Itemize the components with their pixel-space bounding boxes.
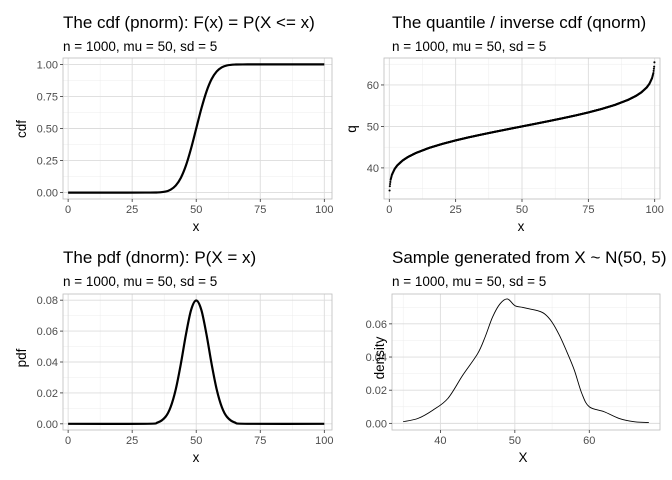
x-tick-label-40: 40 <box>434 435 446 447</box>
x-tick-label-50: 50 <box>516 204 528 216</box>
y-tick-label-0p08: 0.08 <box>37 295 58 307</box>
quantile-subtitle: n = 1000, mu = 50, sd = 5 <box>392 39 546 54</box>
y-tick-label-0p02: 0.02 <box>366 385 387 397</box>
cdf-plot: 0 25 50 75 100 0.00 0.25 0.50 0.75 1.00 <box>37 57 333 216</box>
y-tick-label-0p06: 0.06 <box>366 319 387 331</box>
density-series-line <box>403 298 649 423</box>
y-tick-label-0p5: 0.50 <box>37 124 58 136</box>
cdf-ylabel: cdf <box>14 120 29 138</box>
y-tick-label-0p25: 0.25 <box>37 156 58 168</box>
density-subtitle: n = 1000, mu = 50, sd = 5 <box>392 274 546 289</box>
x-tick-label-25: 25 <box>126 204 138 216</box>
y-tick-label-0p04: 0.04 <box>37 357 58 369</box>
pdf-xlabel: x <box>193 450 200 465</box>
panel-cdf: The cdf (pnorm): F(x) = P(X <= x) n = 10… <box>14 13 333 234</box>
y-tick-label-0p02: 0.02 <box>37 388 58 400</box>
quantile-point <box>652 71 655 75</box>
x-tick-label-0: 0 <box>65 204 71 216</box>
y-tick-label-1: 1.00 <box>37 59 58 71</box>
x-tick-label-60: 60 <box>583 435 595 447</box>
quantile-point <box>389 182 392 186</box>
x-tick-label-50: 50 <box>509 435 521 447</box>
quantile-point <box>389 180 392 183</box>
panel-pdf: The pdf (dnorm): P(X = x) n = 1000, mu =… <box>14 248 333 465</box>
density-plot: 40 50 60 0.00 0.02 0.04 0.06 <box>366 293 661 447</box>
x-tick-label-75: 75 <box>254 435 266 447</box>
density-ylabel: density <box>372 336 387 379</box>
cdf-series-line <box>68 63 325 194</box>
cdf-subtitle: n = 1000, mu = 50, sd = 5 <box>63 39 217 54</box>
panel-quantile: The quantile / inverse cdf (qnorm) n = 1… <box>344 13 664 234</box>
x-tick-label-75: 75 <box>254 204 266 216</box>
quantile-point <box>652 69 655 72</box>
y-tick-label-0: 0.00 <box>37 419 58 431</box>
x-tick-label-75: 75 <box>582 204 594 216</box>
panel-border <box>391 293 661 431</box>
x-tick-label-50: 50 <box>190 204 202 216</box>
cdf-title: The cdf (pnorm): F(x) = P(X <= x) <box>63 13 315 32</box>
quantile-plot: 0 25 50 75 100 40 50 60 <box>367 57 664 216</box>
quantile-point <box>652 67 655 70</box>
cdf-xlabel: x <box>193 219 200 234</box>
y-tick-label-0: 0.00 <box>366 418 387 430</box>
density-xlabel: X <box>518 450 527 465</box>
density-title: Sample generated from X ~ N(50, 5) <box>392 248 667 267</box>
y-tick-label-50: 50 <box>367 121 379 133</box>
x-tick-label-50: 50 <box>190 435 202 447</box>
panel-density: Sample generated from X ~ N(50, 5) n = 1… <box>366 248 667 465</box>
quantile-title: The quantile / inverse cdf (qnorm) <box>392 13 646 32</box>
pdf-subtitle: n = 1000, mu = 50, sd = 5 <box>63 274 217 289</box>
quantile-point <box>653 61 656 64</box>
x-tick-label-0: 0 <box>386 204 392 216</box>
quantile-xlabel: x <box>518 219 525 234</box>
quantile-point <box>653 65 656 68</box>
y-tick-label-0p06: 0.06 <box>37 326 58 338</box>
y-tick-label-0p75: 0.75 <box>37 91 58 103</box>
quantile-point <box>388 189 391 192</box>
pdf-ylabel: pdf <box>14 348 29 367</box>
quantile-ylabel: q <box>344 125 359 133</box>
x-tick-label-100: 100 <box>315 435 333 447</box>
x-tick-label-100: 100 <box>315 204 333 216</box>
y-tick-label-0: 0.00 <box>37 188 58 200</box>
x-tick-label-0: 0 <box>65 435 71 447</box>
x-tick-label-25: 25 <box>126 435 138 447</box>
x-tick-label-25: 25 <box>450 204 462 216</box>
y-tick-label-60: 60 <box>367 80 379 92</box>
y-tick-label-0p04: 0.04 <box>366 352 387 364</box>
pdf-series-line <box>68 299 325 426</box>
quantile-point <box>388 185 391 188</box>
y-tick-label-40: 40 <box>367 163 379 175</box>
pdf-title: The pdf (dnorm): P(X = x) <box>63 248 256 267</box>
x-tick-label-100: 100 <box>646 204 664 216</box>
pdf-plot: 0 25 50 75 100 0.00 0.02 0.04 0.06 0.08 <box>37 293 333 447</box>
